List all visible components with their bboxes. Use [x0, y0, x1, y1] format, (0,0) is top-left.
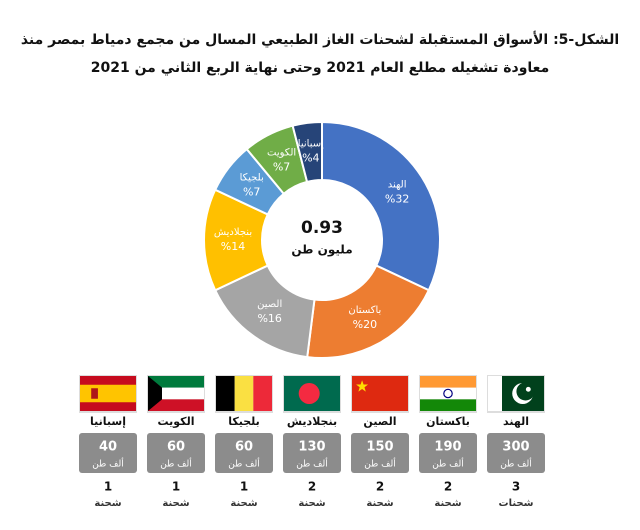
slice-value-label: %7	[273, 161, 290, 174]
shipments-unit: شحنات	[499, 498, 534, 509]
flag-part	[253, 376, 272, 411]
slice-label: الكويت	[267, 148, 296, 159]
flag-part	[420, 387, 476, 400]
flag	[419, 375, 477, 413]
shipments-value: 1	[240, 480, 248, 494]
tonnage-unit: ألف طن	[296, 458, 327, 470]
tonnage-box	[419, 433, 477, 473]
flag	[79, 375, 137, 413]
tonnage-unit: ألف طن	[500, 458, 531, 470]
flag-part	[148, 376, 204, 388]
flag-part	[516, 382, 535, 401]
shipments-value: 2	[376, 480, 384, 494]
tonnage-value: 60	[235, 440, 253, 455]
tonnage-box	[147, 433, 205, 473]
flag-part	[488, 376, 502, 411]
shipments-value: 2	[444, 480, 452, 494]
tonnage-unit: ألف طن	[160, 458, 191, 470]
slice-value-label: %4	[302, 152, 319, 165]
flag-part	[352, 376, 408, 411]
flag-part	[356, 380, 369, 392]
country-name: الهند	[503, 415, 529, 428]
slice-label: بنجلاديش	[214, 227, 252, 238]
slice-label: باكستان	[348, 305, 381, 316]
country-name: بلجيكا	[228, 415, 260, 428]
flag	[147, 375, 205, 413]
shipments-unit: شحنة	[162, 498, 189, 509]
tonnage-box	[487, 433, 545, 473]
flag-part	[91, 388, 98, 399]
tonnage-unit: ألف طن	[432, 458, 463, 470]
tonnage-value: 150	[366, 440, 393, 455]
flag-part	[298, 383, 320, 404]
shipments-value: 1	[172, 480, 180, 494]
donut-slice	[306, 264, 431, 359]
tonnage-unit: ألف طن	[228, 458, 259, 470]
shipments-unit: شحنة	[366, 498, 393, 509]
shipments-unit: شحنة	[298, 498, 325, 509]
slice-value-label: %7	[243, 185, 260, 198]
flag	[215, 375, 273, 413]
tonnage-value: 130	[298, 440, 325, 455]
tonnage-unit: ألف طن	[364, 458, 395, 470]
country-name: إسبانيا	[90, 415, 126, 428]
flag	[283, 375, 341, 413]
flag-part	[148, 376, 162, 411]
country-name: باكستان	[426, 415, 470, 428]
slice-value-label: %20	[353, 318, 377, 331]
slice-label: بلجيكا	[240, 172, 264, 183]
shipments-unit: شحنة	[434, 498, 461, 509]
center-label: مليون طن	[291, 243, 352, 258]
tonnage-value: 60	[167, 440, 185, 455]
flag-part	[234, 376, 254, 411]
country-name: بنجلاديش	[287, 415, 337, 428]
tonnage-box	[283, 433, 341, 473]
flag	[351, 375, 409, 413]
donut-slice	[291, 120, 323, 184]
tonnage-value: 190	[434, 440, 461, 455]
slice-value-label: %32	[385, 192, 409, 205]
chart-title: الشكل-5: الأسواق المستقبلة لشحنات الغاز …	[20, 32, 620, 76]
country-name: الصين	[363, 415, 396, 428]
tonnage-value: 300	[502, 440, 529, 455]
flag-part	[525, 386, 531, 392]
flag-part	[148, 399, 204, 411]
flag-part	[148, 387, 204, 400]
slice-label: الهند	[388, 179, 407, 190]
shipments-value: 2	[308, 480, 316, 494]
flag-part	[420, 399, 476, 411]
tonnage-value: 40	[99, 440, 117, 455]
flag-part	[443, 388, 453, 399]
center-value: 0.93	[301, 218, 343, 238]
tonnage-box	[79, 433, 137, 473]
tonnage-box	[215, 433, 273, 473]
flag-part	[420, 376, 476, 388]
flag-part	[216, 376, 235, 411]
flag	[487, 375, 545, 413]
shipments-value: 3	[512, 480, 520, 494]
donut-slice	[321, 120, 441, 292]
flag-part	[80, 384, 136, 403]
slice-label: الصين	[257, 299, 282, 310]
tonnage-unit: ألف طن	[92, 458, 123, 470]
country-name: الكويت	[158, 415, 195, 428]
tonnage-box	[351, 433, 409, 473]
shipments-unit: شحنة	[230, 498, 257, 509]
slice-value-label: %14	[221, 240, 245, 253]
slice-value-label: %16	[257, 312, 281, 325]
slice-label: إسبانيا	[298, 139, 324, 150]
shipments-unit: شحنة	[94, 498, 121, 509]
shipments-value: 1	[104, 480, 112, 494]
